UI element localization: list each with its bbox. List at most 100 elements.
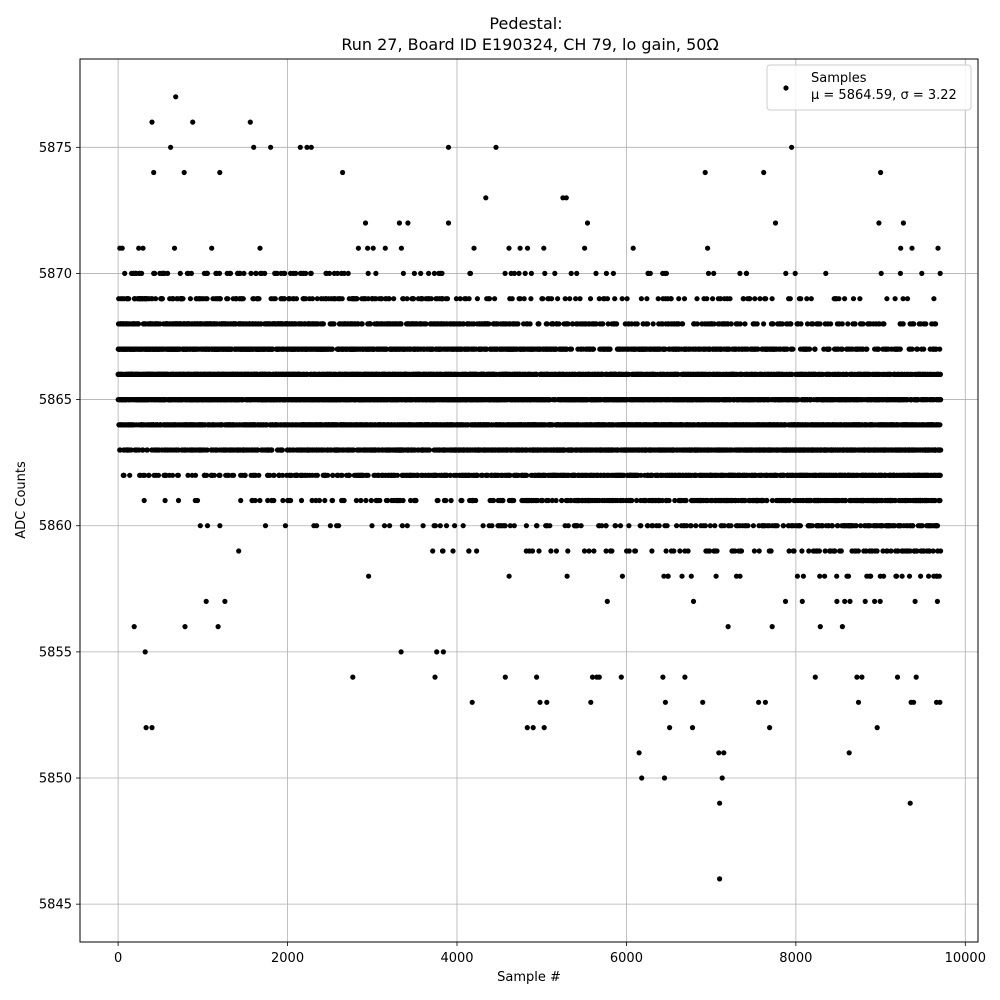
sample-point [329, 497, 336, 504]
sample-point [155, 472, 162, 478]
sample-point [387, 523, 393, 529]
sample-point [227, 270, 234, 276]
sample-point [404, 523, 410, 529]
sample-point [209, 245, 215, 251]
sample-point [309, 296, 316, 302]
sample-point [165, 270, 171, 276]
sample-point [180, 296, 186, 302]
sample-point [339, 296, 345, 302]
sample-point [398, 245, 404, 251]
sample-point [204, 270, 210, 276]
sample-point [440, 548, 446, 554]
sample-point [521, 296, 527, 302]
sample-point [368, 497, 374, 504]
sample-point [382, 245, 388, 251]
sample-point [188, 270, 194, 276]
sample-point [452, 523, 458, 529]
sample-point [430, 548, 436, 554]
sample-point [363, 497, 369, 504]
sample-point [471, 245, 477, 251]
sample-point [381, 523, 388, 529]
sample-point [413, 497, 419, 504]
sample-point [536, 321, 542, 327]
sample-point [119, 245, 125, 251]
sample-point [257, 497, 263, 504]
sample-point [204, 472, 210, 478]
sample-point [314, 472, 320, 478]
sample-point [142, 472, 148, 478]
sample-point [399, 523, 405, 529]
sample-point [511, 270, 517, 276]
sample-point [426, 270, 432, 276]
sample-point [126, 296, 132, 302]
sample-point [325, 472, 331, 478]
sample-point [217, 472, 223, 478]
sample-point [271, 472, 277, 478]
sample-point [314, 523, 320, 529]
sample-point [443, 497, 449, 504]
sample-point [474, 548, 480, 554]
sample-point [140, 245, 146, 251]
sample-point [355, 245, 361, 251]
sample-point [404, 296, 410, 302]
sample-point [288, 497, 294, 504]
sample-point [262, 523, 269, 529]
sample-point [473, 497, 479, 504]
sample-point [398, 321, 404, 327]
sample-point [444, 296, 451, 302]
sample-point [136, 245, 142, 251]
sample-point [522, 270, 528, 276]
sample-point [492, 296, 498, 302]
sample-point [534, 523, 540, 529]
sample-point [506, 573, 512, 579]
sample-point [528, 296, 534, 302]
sample-point [339, 472, 345, 478]
sample-point [536, 548, 542, 554]
sample-point [256, 296, 262, 302]
sample-point [171, 245, 178, 251]
sample-point [271, 497, 277, 504]
sample-point [528, 270, 535, 276]
sample-point [489, 523, 495, 529]
sample-point [298, 497, 305, 504]
sample-point [394, 472, 401, 478]
sample-point [365, 245, 371, 251]
sample-point [140, 447, 146, 453]
sample-point [331, 321, 337, 327]
sample-point [391, 296, 397, 302]
sample-point [282, 270, 288, 276]
sample-point [345, 270, 351, 276]
sample-point [431, 270, 437, 276]
sample-point [527, 321, 533, 327]
chart-title: Pedestal: [489, 14, 562, 33]
sample-point [146, 472, 152, 478]
sample-point [139, 270, 145, 276]
sample-point [216, 270, 223, 276]
sample-point [197, 523, 203, 529]
sample-point [466, 296, 472, 302]
sample-point [303, 270, 309, 276]
sample-point [509, 296, 515, 302]
sample-point [135, 321, 142, 327]
sample-point [448, 497, 454, 504]
sample-point [293, 296, 300, 302]
sample-point [231, 472, 237, 478]
sample-point [377, 497, 383, 504]
sample-point [400, 270, 406, 276]
sample-point [217, 523, 223, 529]
sample-point [511, 523, 517, 529]
sample-point [486, 296, 493, 302]
sample-point [341, 497, 347, 504]
sample-point [439, 270, 445, 276]
sample-point [437, 523, 443, 529]
sample-point [257, 245, 263, 251]
sample-point [524, 245, 531, 251]
sample-point [204, 447, 210, 453]
sample-point [272, 296, 278, 302]
sample-point [162, 497, 168, 504]
sample-point [459, 497, 465, 504]
sample-point [144, 447, 150, 453]
sample-point [322, 497, 328, 504]
sample-point [177, 270, 183, 276]
